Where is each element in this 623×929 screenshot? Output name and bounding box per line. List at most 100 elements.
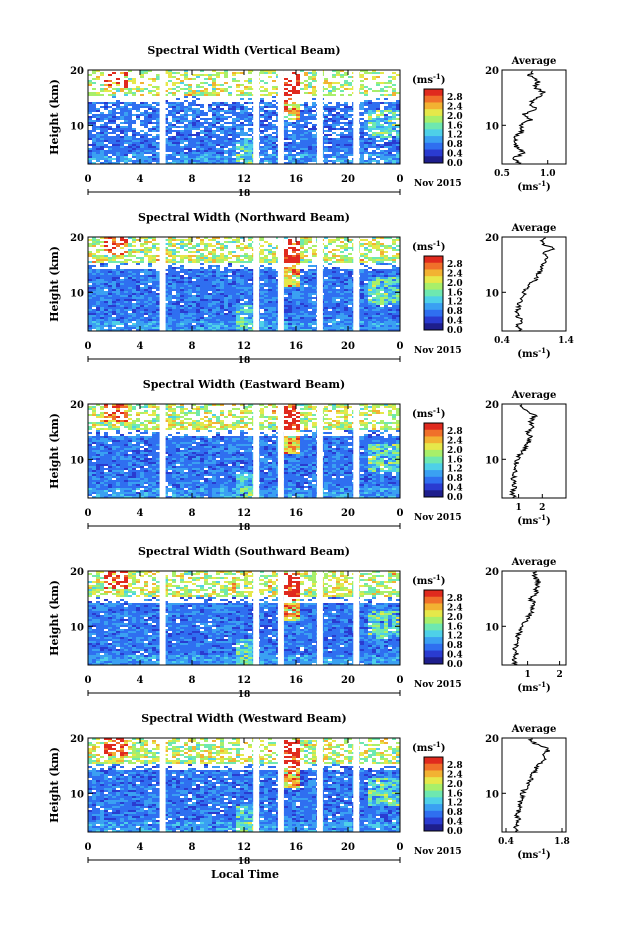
colorbar-frame — [423, 422, 444, 498]
x-tick-label: 16 — [289, 508, 303, 519]
x-tick-label: 12 — [237, 842, 251, 853]
colorbar-segment — [424, 436, 443, 444]
colorbar-frame — [423, 88, 444, 164]
avg-x-tick-label: 0.4 — [494, 336, 510, 346]
x-tick-label: 12 — [237, 174, 251, 185]
colorbar-segment — [424, 657, 443, 665]
data-gap — [159, 237, 166, 331]
average-line — [508, 404, 539, 499]
colorbar-segment — [424, 490, 443, 498]
colorbar-tick-label: 0.0 — [447, 827, 463, 837]
colorbar-tick-label: 1.6 — [447, 121, 463, 131]
colorbar-segment — [424, 256, 443, 264]
colorbar-segment — [424, 643, 443, 652]
x-tick-label: 0 — [85, 341, 92, 352]
colorbar: (ms-1)2.82.42.01.61.20.80.40.0 — [412, 573, 463, 670]
colorbar-tick-label: 0.0 — [447, 493, 463, 503]
colorbar-segment — [424, 470, 443, 478]
heatmap-field — [88, 404, 400, 498]
colorbar-segment — [424, 783, 443, 792]
colorbar: (ms-1)2.82.42.01.61.20.80.40.0 — [412, 72, 463, 169]
colorbar-segment — [424, 790, 443, 798]
average-line — [512, 738, 551, 833]
data-gap — [253, 237, 260, 331]
colorbar-tick-label: 2.4 — [447, 770, 463, 780]
avg-y-tick-label: 20 — [485, 734, 499, 745]
day-indicator: 18 Nov 2015 — [87, 680, 462, 700]
avg-x-tick-label: 0.5 — [494, 169, 510, 179]
data-gap — [253, 70, 260, 164]
colorbar-tick-label: 0.8 — [447, 808, 463, 818]
colorbar-tick-label: 1.6 — [447, 622, 463, 632]
x-tick-label: 12 — [237, 508, 251, 519]
average-title: Average — [511, 223, 557, 234]
x-tick-label: 0 — [397, 508, 404, 519]
x-tick-label: 8 — [189, 174, 196, 185]
x-tick-label: 12 — [237, 341, 251, 352]
x-tick-label: 4 — [137, 675, 144, 686]
data-gap — [159, 571, 166, 665]
colorbar-segment — [424, 149, 443, 157]
y-axis-label: Height (km) — [48, 413, 61, 489]
colorbar-tick-label: 0.8 — [447, 140, 463, 150]
avg-y-tick-label: 10 — [485, 622, 499, 633]
panel-2: Spectral Width (Northward Beam) 10 20 0 4 8 12… — [48, 211, 574, 366]
heatmap-plot: 10 20 0 4 8 12 16 20 0 Height (km) 18 Nov 2015 — [48, 400, 462, 533]
x-tick-label: 4 — [137, 174, 144, 185]
data-gap — [353, 571, 360, 665]
y-tick-label: 20 — [70, 233, 84, 244]
data-gap — [277, 571, 284, 665]
y-tick-label: 10 — [70, 455, 84, 466]
avg-y-tick-label: 10 — [485, 121, 499, 132]
data-gap — [277, 237, 284, 331]
avg-x-tick-label: 1 — [515, 503, 521, 513]
avg-x-tick-label: 2 — [539, 503, 545, 513]
colorbar-tick-label: 2.8 — [447, 594, 463, 604]
colorbar-segment — [424, 282, 443, 291]
colorbar-segment — [424, 122, 443, 130]
y-tick-label: 20 — [70, 400, 84, 411]
data-gap — [316, 70, 323, 164]
day-label: 18 — [238, 857, 251, 867]
avg-y-tick-label: 20 — [485, 233, 499, 244]
colorbar-segment — [424, 262, 443, 270]
colorbar-tick-label: 2.8 — [447, 260, 463, 270]
y-axis-label: Height (km) — [48, 747, 61, 823]
colorbar-tick-label: 2.0 — [447, 613, 463, 623]
colorbar-tick-label: 2.4 — [447, 436, 463, 446]
colorbar-tick-label: 2.8 — [447, 93, 463, 103]
day-label: 18 — [238, 356, 251, 366]
colorbar-tick-label: 2.0 — [447, 112, 463, 122]
y-axis-label: Height (km) — [48, 246, 61, 322]
colorbar-tick-label: 0.8 — [447, 474, 463, 484]
y-axis-label: Height (km) — [48, 580, 61, 656]
x-tick-label: 20 — [341, 675, 355, 686]
date-label: Nov 2015 — [414, 179, 462, 189]
average-frame — [501, 737, 567, 833]
average-frame — [501, 69, 567, 165]
colorbar-segment — [424, 95, 443, 103]
data-gap — [253, 738, 260, 832]
average-xlabel: (ms-1) — [517, 680, 550, 694]
colorbar-segment — [424, 650, 443, 658]
colorbar-segment — [424, 817, 443, 825]
colorbar-segment — [424, 810, 443, 819]
heatmap-field — [88, 738, 400, 832]
x-tick-label: 0 — [397, 341, 404, 352]
day-indicator: 18 Nov 2015 — [87, 847, 462, 867]
data-gap — [159, 70, 166, 164]
colorbar-segment — [424, 423, 443, 431]
colorbar-tick-label: 2.8 — [447, 761, 463, 771]
colorbar-segment — [424, 757, 443, 765]
average-title: Average — [511, 390, 557, 401]
avg-x-tick-label: 0.4 — [498, 837, 514, 847]
colorbar-unit: (ms-1) — [412, 406, 445, 420]
colorbar-segment — [424, 449, 443, 458]
day-indicator: 18 Nov 2015 — [87, 346, 462, 366]
date-label: Nov 2015 — [414, 680, 462, 690]
colorbar-segment — [424, 296, 443, 304]
panel-title: Spectral Width (Westward Beam) — [141, 712, 346, 725]
